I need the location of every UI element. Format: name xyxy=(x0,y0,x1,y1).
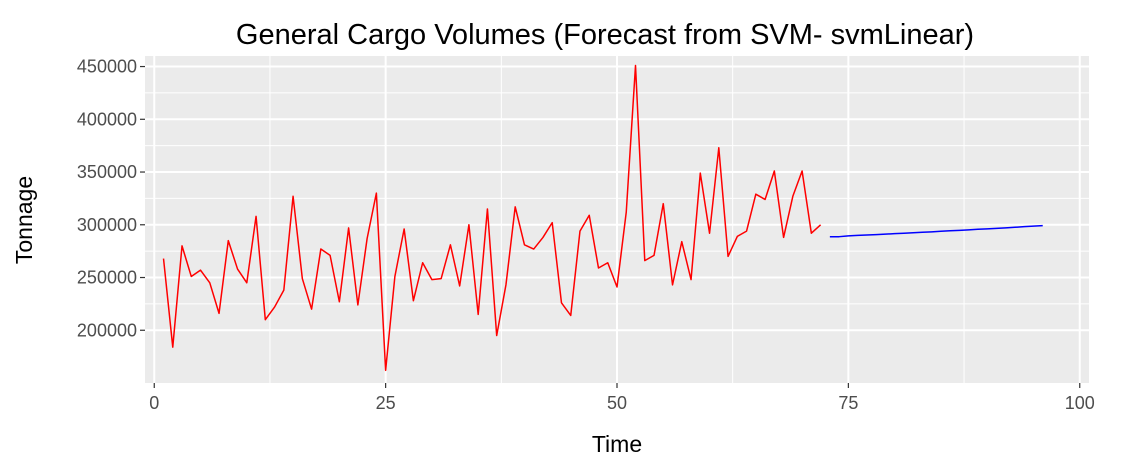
y-tick-label: 200000 xyxy=(77,320,137,340)
forecast-series-line xyxy=(829,224,1043,238)
y-tick-label: 250000 xyxy=(77,268,137,288)
x-tick-label: 50 xyxy=(607,393,627,413)
x-axis-title: Time xyxy=(592,431,642,457)
x-tick-label: 100 xyxy=(1065,393,1095,413)
observed-series-line xyxy=(162,64,822,372)
y-tick-label: 300000 xyxy=(77,215,137,235)
x-tick-label: 0 xyxy=(149,393,159,413)
y-tick-label: 400000 xyxy=(77,109,137,129)
y-tick-label: 350000 xyxy=(77,162,137,182)
y-axis-title: Tonnage xyxy=(11,176,37,264)
series-layer xyxy=(162,64,1043,372)
chart-title: General Cargo Volumes (Forecast from SVM… xyxy=(236,19,974,51)
x-tick-label: 75 xyxy=(838,393,858,413)
y-axis: 200000 250000 300000 350000 400000 450000 xyxy=(77,57,145,340)
y-tick-label: 450000 xyxy=(77,57,137,77)
x-tick-label: 25 xyxy=(376,393,396,413)
x-axis: 0 25 50 75 100 xyxy=(149,383,1095,413)
